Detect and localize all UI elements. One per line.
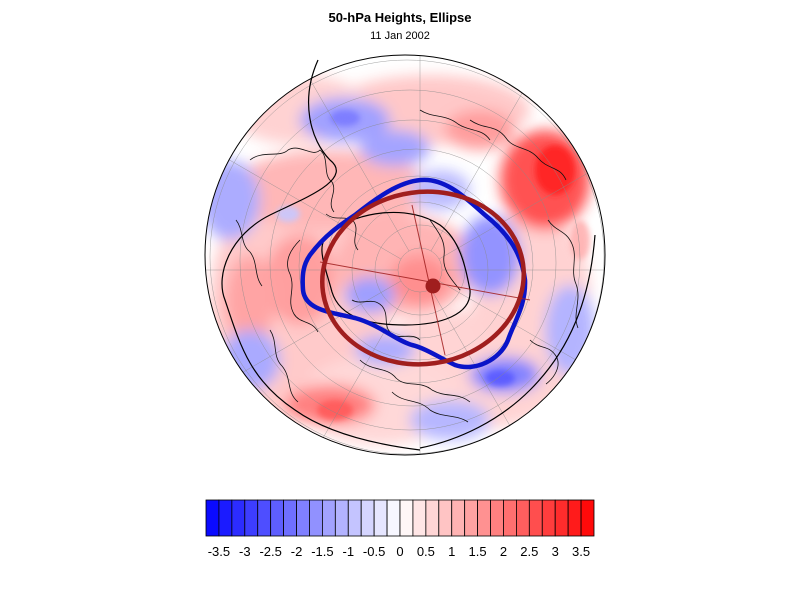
colorbar-box [309, 499, 323, 537]
colorbar-tick-label: -2.5 [259, 544, 281, 559]
colorbar-boxes [205, 499, 595, 537]
colorbar-box [503, 499, 517, 537]
colorbar-tick-label: -3.5 [208, 544, 230, 559]
colorbar-tick-label: -1.5 [311, 544, 333, 559]
meridian-line [220, 154, 402, 260]
colorbar-box [334, 499, 349, 537]
colorbar-box [412, 499, 427, 537]
colorbar-tick-label: -1 [342, 544, 354, 559]
colorbar-tick-label: 3.5 [572, 544, 590, 559]
colorbar-box [516, 499, 530, 537]
colorbar-box [399, 499, 414, 537]
colorbar-box [321, 499, 336, 537]
meridian-line [220, 280, 402, 386]
fitted-ellipse [320, 189, 526, 367]
colorbar-box [257, 499, 272, 537]
colorbar-box [567, 499, 582, 537]
colorbar-tick-label: 1.5 [469, 544, 487, 559]
meridian-line [430, 70, 536, 252]
globe-outline [204, 54, 606, 456]
ellipse-centroid-dot [425, 278, 441, 294]
colorbar-tick-label: -3 [239, 544, 251, 559]
colorbar-box [438, 499, 453, 537]
colorbar-tick-label: 2 [500, 544, 507, 559]
chart-subtitle: 11 Jan 2002 [370, 30, 430, 42]
colorbar-box [360, 499, 375, 537]
colorbar-tick-label: 3 [552, 544, 559, 559]
colorbar-box [347, 499, 362, 537]
colorbar-box [477, 499, 491, 537]
colorbar-box [231, 499, 246, 537]
colorbar-box [244, 499, 259, 537]
colorbar-box [296, 499, 310, 537]
colorbar-tick-label: 1 [448, 544, 455, 559]
meridian-line [304, 70, 410, 252]
colorbar-box [218, 499, 233, 537]
colorbar-box [386, 499, 401, 537]
colorbar-box [541, 499, 556, 537]
colorbar-box [464, 499, 478, 537]
colorbar-tick-label: -0.5 [363, 544, 385, 559]
colorbar-tick-label: 2.5 [520, 544, 538, 559]
colorbar-box [425, 499, 440, 537]
colorbar-box [580, 499, 595, 537]
colorbar-box [205, 499, 220, 537]
colorbar-box [270, 499, 284, 537]
coastlines [235, 109, 579, 423]
colorbar-tick-label: 0 [396, 544, 403, 559]
colorbar-box [528, 499, 543, 537]
colorbar-tick-label: 0.5 [417, 544, 435, 559]
colorbar-tick-labels: -3.5 -3 -2.5 -2 -1.5 -1 -0.5 0 0.5 1 1.5 2 2.5 3 3.5 [208, 544, 590, 559]
colorbar-box [554, 499, 569, 537]
colorbar-box [451, 499, 466, 537]
colorbar-tick-label: -2 [291, 544, 303, 559]
chart-title: 50-hPa Heights, Ellipse [328, 10, 472, 25]
colorbar-box [373, 499, 388, 537]
colorbar-box [490, 499, 504, 537]
vortex-edge-contour [300, 177, 528, 370]
colorbar-box [283, 499, 297, 537]
